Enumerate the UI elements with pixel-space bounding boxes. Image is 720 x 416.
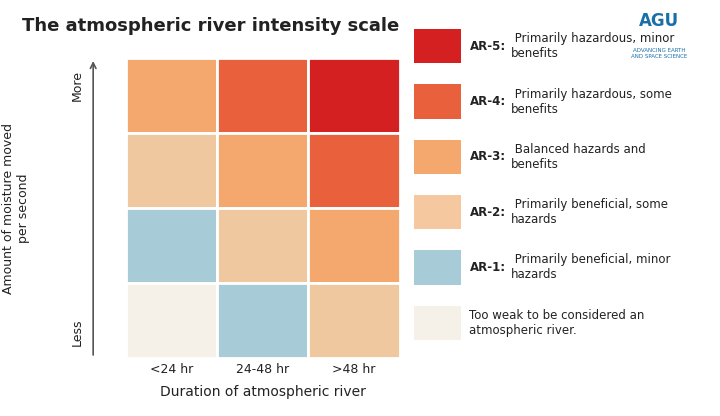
Text: Amount of moisture moved
per second: Amount of moisture moved per second — [2, 122, 30, 294]
Text: AR-3:: AR-3: — [469, 150, 505, 163]
Text: Primarily hazardous, some
benefits: Primarily hazardous, some benefits — [511, 87, 672, 116]
Text: AR-2:: AR-2: — [469, 206, 505, 219]
X-axis label: Duration of atmospheric river: Duration of atmospheric river — [160, 385, 366, 399]
Bar — [308, 58, 400, 133]
Text: Primarily beneficial, some
hazards: Primarily beneficial, some hazards — [511, 198, 668, 226]
Bar — [308, 208, 400, 283]
Text: More: More — [71, 70, 84, 101]
Text: ADVANCING EARTH
AND SPACE SCIENCE: ADVANCING EARTH AND SPACE SCIENCE — [631, 48, 687, 59]
Bar — [126, 58, 217, 133]
Bar — [126, 208, 217, 283]
Text: Too weak to be considered an
atmospheric river.: Too weak to be considered an atmospheric… — [469, 309, 645, 337]
Text: Primarily hazardous, minor
benefits: Primarily hazardous, minor benefits — [511, 32, 675, 60]
Text: Primarily beneficial, minor
hazards: Primarily beneficial, minor hazards — [511, 253, 671, 282]
Text: AGU: AGU — [639, 12, 679, 30]
Text: AR-1:: AR-1: — [469, 261, 505, 274]
Text: Less: Less — [71, 318, 84, 346]
Bar — [217, 133, 308, 208]
Text: The atmospheric river intensity scale: The atmospheric river intensity scale — [22, 17, 399, 35]
Bar — [217, 208, 308, 283]
Text: AR-4:: AR-4: — [469, 95, 505, 108]
Bar — [217, 283, 308, 358]
Bar — [308, 133, 400, 208]
Bar — [126, 283, 217, 358]
Bar — [308, 283, 400, 358]
Bar — [126, 133, 217, 208]
Text: AR-5:: AR-5: — [469, 40, 505, 53]
Bar — [217, 58, 308, 133]
Text: Balanced hazards and
benefits: Balanced hazards and benefits — [511, 143, 646, 171]
